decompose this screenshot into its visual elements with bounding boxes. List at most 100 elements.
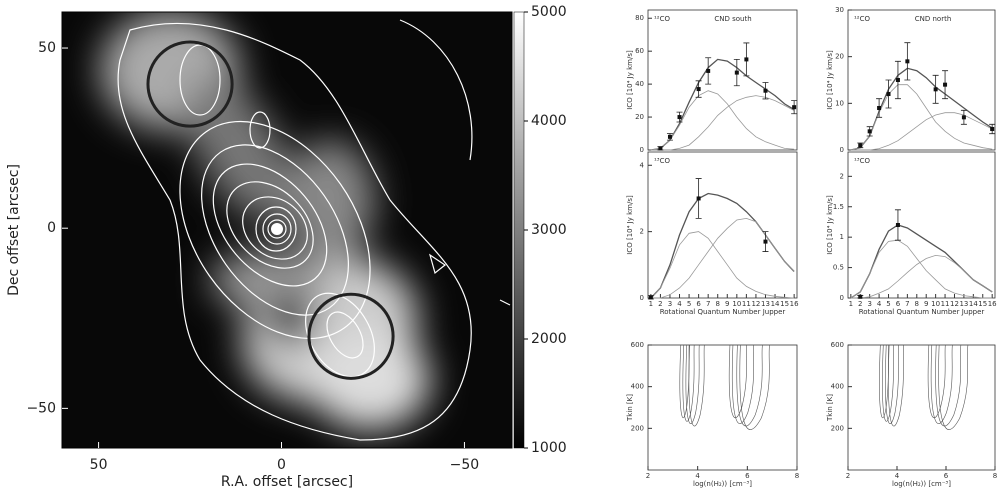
x-tick-label: 13 [761, 300, 770, 308]
probability-contour [688, 344, 705, 427]
y-tick-label: 0 [640, 294, 644, 302]
panel-frame [647, 344, 798, 471]
data-point [696, 196, 701, 201]
x-tick-label: 11 [941, 300, 950, 308]
probability-contour [885, 344, 899, 424]
y-axis-label: ICO [10⁴ Jy km/s] [826, 50, 834, 110]
x-tick-label: 8 [915, 300, 919, 308]
x-axis-label: R.A. offset [arcsec] [221, 474, 353, 488]
panel-frame [847, 9, 996, 151]
y-tick-label: 2 [840, 172, 844, 180]
panel-title: CND north [915, 15, 952, 23]
x-tick-label: 16 [790, 300, 799, 308]
probability-contour [679, 344, 690, 419]
y-tick-label: 20 [835, 53, 844, 61]
x-tick-label: 2 [658, 300, 662, 308]
y-axis-label: ICO [10⁴ Jy km/s] [826, 195, 834, 255]
y-axis-label: ICO [10⁴ Jy km/s] [626, 195, 634, 255]
x-tick-label: 12 [950, 300, 959, 308]
probability-contour [888, 344, 904, 427]
probability-contour [882, 344, 894, 422]
y-tick-label: 10 [835, 99, 844, 107]
data-point [658, 146, 663, 151]
y-tick-label: 1.5 [833, 203, 844, 211]
colorbar-tick-label: 5000 [531, 4, 567, 20]
data-point [858, 143, 863, 148]
colorbar [513, 11, 525, 449]
colorbar-tick-label: 1000 [531, 440, 567, 456]
probability-contour [739, 344, 770, 430]
x-tick-label: 13 [959, 300, 968, 308]
model-curve [850, 254, 993, 299]
model-curve [850, 239, 993, 299]
probability-contour [927, 344, 946, 419]
y-tick-label: 20 [635, 113, 644, 121]
data-point [792, 105, 797, 110]
x-tick-label: 7 [706, 300, 710, 308]
x-tick-label: 2 [646, 472, 650, 480]
x-tick-label: 6 [696, 300, 701, 308]
x-axis-label: Rotational Quantum Number Jupper [660, 308, 786, 316]
x-tick-label: 9 [924, 300, 928, 308]
y-axis-label: Tkin [K] [826, 394, 834, 422]
panel-frame [647, 9, 798, 151]
x-tick-label: 4 [695, 472, 700, 480]
x-tick-label: 9 [725, 300, 729, 308]
data-point [744, 57, 749, 62]
probability-contour [879, 344, 889, 419]
data-point [933, 87, 938, 92]
x-tick-label: 16 [988, 300, 997, 308]
x-tick-label: 15 [978, 300, 987, 308]
data-point [961, 115, 966, 120]
probability-contour [731, 344, 755, 424]
colorbar-tick-label: 4000 [531, 113, 567, 129]
data-point [895, 78, 900, 82]
y-tick-label: 200 [831, 424, 844, 432]
data-point [943, 82, 948, 87]
data-point [648, 295, 653, 300]
data-point [763, 239, 768, 244]
model-curve [850, 84, 993, 151]
data-point [905, 59, 910, 64]
y-tick-label: 400 [631, 383, 644, 391]
y-tick-label: 600 [631, 341, 644, 349]
model-curve [650, 231, 795, 299]
x-axis-label: Rotational Quantum Number Jupper [859, 308, 985, 316]
x-axis-label: log(n(H₂)) [cm⁻³] [892, 480, 951, 488]
x-tick-label: 8 [715, 300, 719, 308]
panel-frame [847, 151, 996, 299]
data-point [706, 68, 711, 73]
x-tick-label: 6 [944, 472, 949, 480]
y-axis-label: Tkin [K] [626, 394, 634, 422]
y-tick-label: 400 [831, 383, 844, 391]
probability-contour [682, 344, 695, 422]
x-tick-label: 1 [849, 300, 853, 308]
panel-frame [847, 344, 996, 471]
data-point [858, 294, 863, 299]
data-point [895, 223, 900, 227]
y-tick-label: −50 [26, 400, 56, 416]
x-tick-label: 3 [668, 300, 672, 308]
y-tick-label: 4 [640, 161, 645, 169]
x-tick-label: 6 [896, 300, 901, 308]
x-tick-label: 7 [905, 300, 909, 308]
data-point [696, 87, 701, 92]
x-tick-label: 10 [732, 300, 741, 308]
data-point [734, 70, 739, 75]
y-tick-label: 600 [831, 341, 844, 349]
data-point [677, 115, 682, 120]
y-tick-label: 40 [635, 80, 644, 88]
panel-label: ¹³CO [854, 157, 871, 165]
model-curve [650, 90, 795, 151]
y-axis-label: ICO [10⁴ Jy km/s] [626, 50, 634, 110]
x-tick-label: 4 [895, 472, 900, 480]
panel-label: ¹²CO [854, 15, 871, 23]
region-circle [307, 292, 395, 380]
x-tick-label: 11 [742, 300, 751, 308]
y-tick-label: 80 [635, 14, 644, 22]
x-tick-label: 1 [649, 300, 653, 308]
y-tick-label: 50 [38, 40, 56, 56]
y-axis-label: Dec offset [arcsec] [6, 164, 22, 296]
y-tick-label: 0 [840, 294, 844, 302]
